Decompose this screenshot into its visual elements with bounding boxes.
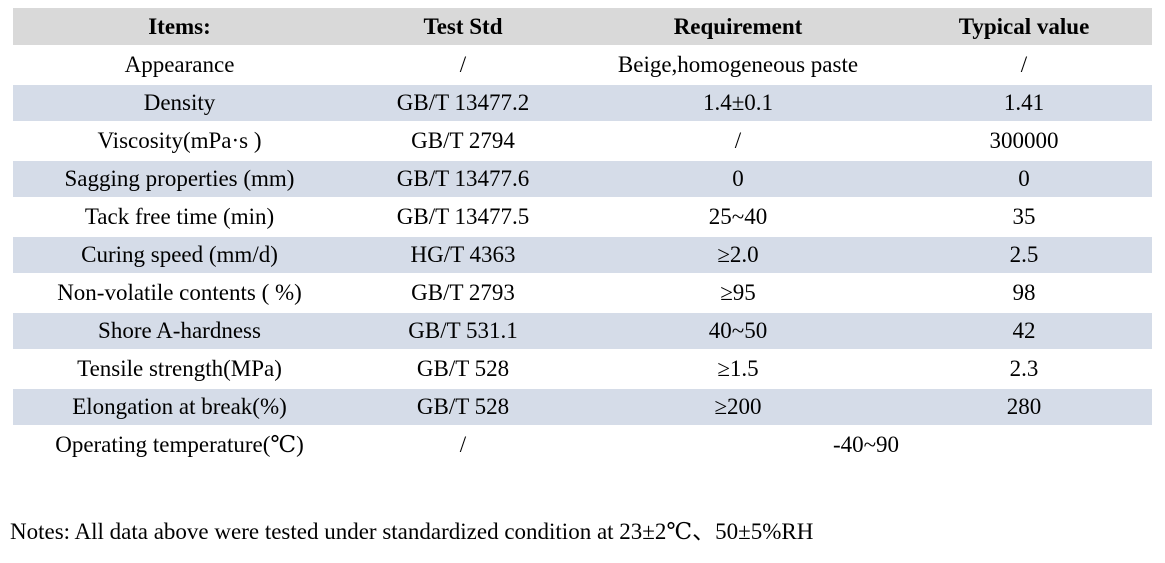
table-cell: / <box>346 426 580 465</box>
table-cell: 300000 <box>896 122 1152 161</box>
table-row: Curing speed (mm/d) HG/T 4363 ≥2.0 2.5 <box>13 236 1152 275</box>
table-cell: Curing speed (mm/d) <box>13 236 346 275</box>
table-cell: GB/T 528 <box>346 388 580 427</box>
table-cell: 42 <box>896 312 1152 351</box>
table-cell: 40~50 <box>580 312 896 351</box>
column-header-0: Items: <box>13 8 346 47</box>
table-cell: ≥1.5 <box>580 350 896 389</box>
spec-table-head: Items: Test Std Requirement Typical value <box>13 8 1152 47</box>
table-row: Shore A-hardness GB/T 531.1 40~50 42 <box>13 312 1152 351</box>
table-cell: 280 <box>896 388 1152 427</box>
table-row: Tack free time (min) GB/T 13477.5 25~40 35 <box>13 198 1152 237</box>
table-cell: Shore A-hardness <box>13 312 346 351</box>
header-row: Items: Test Std Requirement Typical value <box>13 8 1152 47</box>
notes-text: Notes: All data above were tested under … <box>10 519 814 544</box>
table-row: Sagging properties (mm) GB/T 13477.6 0 0 <box>13 160 1152 199</box>
table-cell: / <box>896 46 1152 85</box>
spec-table-body: Appearance / Beige,homogeneous paste / Densi… <box>13 46 1152 465</box>
table-row: Elongation at break(%) GB/T 528 ≥200 280 <box>13 388 1152 427</box>
table-cell: / <box>580 122 896 161</box>
column-header-1: Test Std <box>346 8 580 47</box>
table-cell: 35 <box>896 198 1152 237</box>
spec-table: Items: Test Std Requirement Typical value A… <box>13 8 1152 465</box>
table-cell: Non-volatile contents ( %) <box>13 274 346 313</box>
table-row: Operating temperature(℃) / -40~90 <box>13 426 1152 465</box>
table-cell: -40~90 <box>580 426 1152 465</box>
table-cell: Tensile strength(MPa) <box>13 350 346 389</box>
table-cell: 98 <box>896 274 1152 313</box>
table-cell: 2.5 <box>896 236 1152 275</box>
table-cell: ≥2.0 <box>580 236 896 275</box>
table-cell: Viscosity(mPa·s ) <box>13 122 346 161</box>
table-cell: Density <box>13 84 346 123</box>
table-cell: 0 <box>580 160 896 199</box>
table-cell: GB/T 13477.2 <box>346 84 580 123</box>
table-cell: GB/T 528 <box>346 350 580 389</box>
table-cell: HG/T 4363 <box>346 236 580 275</box>
table-cell: GB/T 2794 <box>346 122 580 161</box>
table-cell: GB/T 531.1 <box>346 312 580 351</box>
column-header-2: Requirement <box>580 8 896 47</box>
table-cell: GB/T 2793 <box>346 274 580 313</box>
table-cell: Elongation at break(%) <box>13 388 346 427</box>
table-cell: 1.4±0.1 <box>580 84 896 123</box>
table-row: Viscosity(mPa·s ) GB/T 2794/300000 <box>13 122 1152 161</box>
table-cell: 1.41 <box>896 84 1152 123</box>
table-cell: ≥95 <box>580 274 896 313</box>
table-row: Non-volatile contents ( %) GB/T 2793 ≥95 98 <box>13 274 1152 313</box>
table-cell: 2.3 <box>896 350 1152 389</box>
table-cell: Appearance <box>13 46 346 85</box>
table-cell: Tack free time (min) <box>13 198 346 237</box>
table-row: Tensile strength(MPa) GB/T 528 ≥1.5 2.3 <box>13 350 1152 389</box>
table-row: Appearance / Beige,homogeneous paste / <box>13 46 1152 85</box>
table-cell: ≥200 <box>580 388 896 427</box>
table-cell: GB/T 13477.6 <box>346 160 580 199</box>
table-cell: Operating temperature(℃) <box>13 426 346 465</box>
table-cell: / <box>346 46 580 85</box>
table-cell: Sagging properties (mm) <box>13 160 346 199</box>
table-row: Density GB/T 13477.2 1.4±0.1 1.41 <box>13 84 1152 123</box>
table-cell: GB/T 13477.5 <box>346 198 580 237</box>
table-cell: Beige,homogeneous paste <box>580 46 896 85</box>
column-header-3: Typical value <box>896 8 1152 47</box>
table-cell: 25~40 <box>580 198 896 237</box>
table-cell: 0 <box>896 160 1152 199</box>
